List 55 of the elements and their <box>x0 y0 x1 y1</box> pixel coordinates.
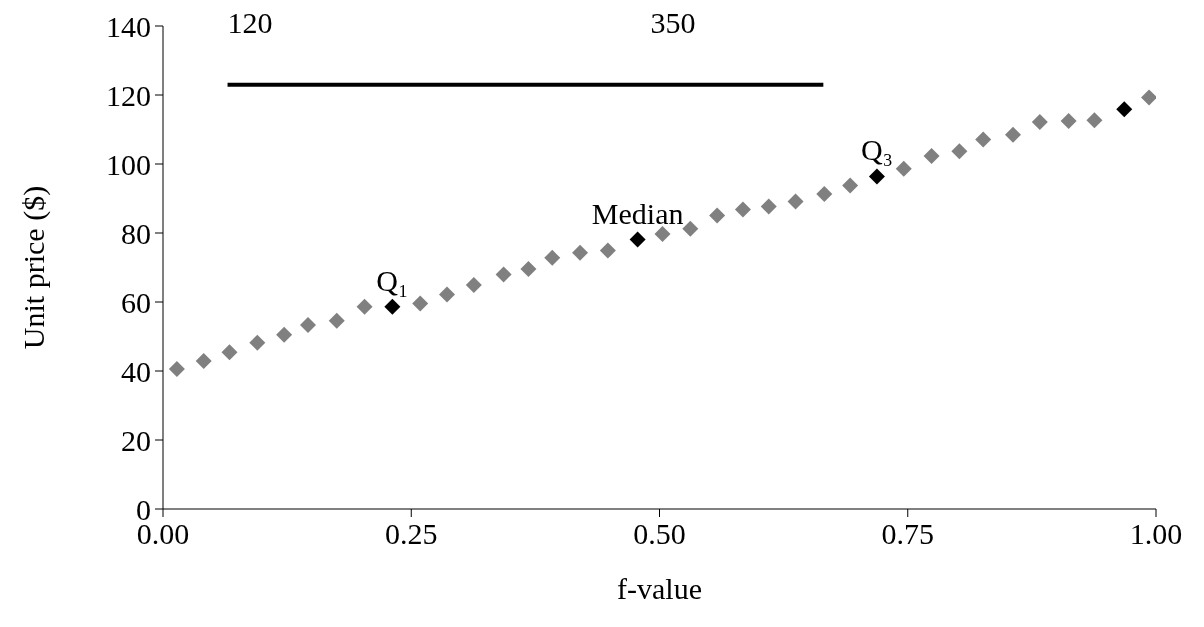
point <box>842 177 859 194</box>
point <box>760 198 777 215</box>
point <box>276 326 293 343</box>
point <box>787 193 804 210</box>
point <box>439 286 455 303</box>
point <box>520 260 537 277</box>
point <box>654 226 671 243</box>
point <box>195 353 212 369</box>
point <box>1141 89 1156 106</box>
x-tick-label: 0.50 <box>633 517 686 551</box>
y-axis-title: Unit price ($) <box>16 185 51 350</box>
annotation: 350 <box>650 6 696 40</box>
point <box>868 168 885 185</box>
point <box>923 148 940 165</box>
x-tick-label: 1.00 <box>1129 517 1183 551</box>
x-tick-label: 0.25 <box>385 517 438 551</box>
y-tick-label: 20 <box>121 423 151 457</box>
point <box>1116 101 1133 118</box>
annotation: Median <box>591 196 684 230</box>
point <box>168 360 185 377</box>
x-axis-title: f-value <box>617 572 702 605</box>
y-tick-label: 100 <box>106 147 151 181</box>
x-tick-label: 0.75 <box>881 517 934 551</box>
point <box>412 295 429 312</box>
y-tick-label: 120 <box>106 78 151 112</box>
point <box>249 334 266 351</box>
point <box>495 266 512 283</box>
y-tick-label: 80 <box>121 216 151 250</box>
point <box>709 207 726 224</box>
point <box>221 344 238 361</box>
point <box>951 143 968 160</box>
point <box>572 244 589 261</box>
annotation: Q₃ <box>860 133 894 167</box>
point <box>599 242 616 259</box>
point <box>975 131 992 148</box>
annotation: 120 <box>227 6 273 40</box>
y-tick-label: 140 <box>106 9 151 43</box>
annotation: Q₁ <box>376 263 409 297</box>
point <box>895 160 912 177</box>
point <box>465 277 482 294</box>
y-tick-label: 60 <box>121 285 151 319</box>
point <box>816 186 833 203</box>
point <box>1005 126 1022 143</box>
point <box>384 298 401 315</box>
point <box>1060 112 1077 129</box>
point <box>299 317 316 334</box>
point <box>734 201 751 218</box>
y-tick-label: 40 <box>121 354 151 388</box>
point <box>544 249 561 266</box>
point <box>629 231 646 248</box>
point <box>356 298 373 315</box>
point <box>1031 113 1048 130</box>
point <box>682 220 699 237</box>
point <box>1086 112 1103 129</box>
point <box>328 312 345 329</box>
